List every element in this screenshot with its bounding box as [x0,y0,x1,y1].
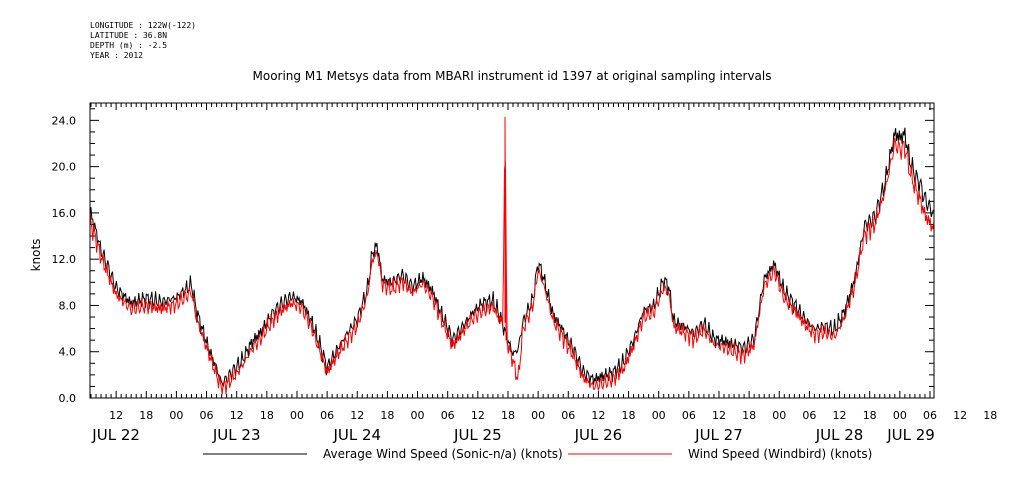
x-hour-label: 06 [682,409,696,422]
metadata-block: LONGITUDE : 122W(-122) LATITUDE : 36.8N … [90,21,196,61]
x-day-label: JUL 24 [332,426,381,444]
x-hour-label: 06 [802,409,816,422]
x-hour-label: 18 [380,409,394,422]
y-tick-label: 8.0 [59,299,77,312]
series-line-windbird [89,116,935,395]
x-hour-label: 06 [320,409,334,422]
x-hour-label: 12 [591,409,605,422]
x-hour-label: 18 [139,409,153,422]
x-hour-label: 18 [863,409,877,422]
x-hour-label: 00 [411,409,425,422]
x-hour-label: 12 [230,409,244,422]
x-hour-label: 18 [260,409,274,422]
series-line-avg-wind [89,127,935,388]
x-hour-label: 06 [923,409,937,422]
y-axis-label: knots [29,239,43,272]
x-hour-label: 18 [501,409,515,422]
x-hour-label: 06 [441,409,455,422]
x-hour-label: 12 [712,409,726,422]
x-day-label: JUL 22 [91,426,140,444]
latitude-text: LATITUDE : 36.8N [90,31,168,40]
series-layer [89,116,935,395]
chart-title: Mooring M1 Metsys data from MBARI instru… [253,69,772,83]
x-hour-label: 00 [531,409,545,422]
y-tick-label: 0.0 [59,392,77,405]
x-day-label: JUL 27 [694,426,743,444]
x-hour-label: 12 [833,409,847,422]
x-hour-label: 06 [200,409,214,422]
x-axis: 12 18 00 06 12 18 00 06 12 18 00 06 12 18 00 06 12 18 00 06… [90,103,997,444]
legend: Average Wind Speed (Sonic-n/a) (knots) W… [203,447,872,461]
x-hour-label: 12 [350,409,364,422]
x-day-label: JUL 23 [212,426,261,444]
x-hour-label: 00 [290,409,304,422]
y-axis: 0.0 4.0 8.0 12.0 16.0 20.0 24.0 [52,108,934,405]
x-hour-label: 00 [772,409,786,422]
x-day-label: JUL 28 [815,426,864,444]
x-hour-label: 00 [652,409,666,422]
plot-frame [89,102,935,399]
x-hour-label: 18 [742,409,756,422]
x-hour-label: 18 [983,409,997,422]
y-tick-label: 4.0 [59,346,77,359]
x-hour-label: 12 [471,409,485,422]
x-day-label: JUL 25 [453,426,502,444]
x-day-label: JUL 29 [886,426,935,444]
y-tick-label: 24.0 [52,114,77,127]
y-tick-label: 20.0 [52,161,77,174]
x-hour-label: 12 [109,409,123,422]
y-tick-label: 12.0 [52,253,77,266]
y-tick-label: 16.0 [52,207,77,220]
longitude-text: LONGITUDE : 122W(-122) [90,21,196,30]
legend-label-windbird: Wind Speed (Windbird) (knots) [688,447,872,461]
x-hour-label: 00 [893,409,907,422]
x-hour-label: 00 [169,409,183,422]
x-hour-label: 18 [622,409,636,422]
x-hour-label: 12 [953,409,967,422]
depth-text: DEPTH (m) : -2.5 [90,41,168,50]
year-text: YEAR : 2012 [90,51,143,60]
legend-label-avg-wind: Average Wind Speed (Sonic-n/a) (knots) [323,447,563,461]
x-hour-label: 06 [561,409,575,422]
x-day-label: JUL 26 [574,426,623,444]
